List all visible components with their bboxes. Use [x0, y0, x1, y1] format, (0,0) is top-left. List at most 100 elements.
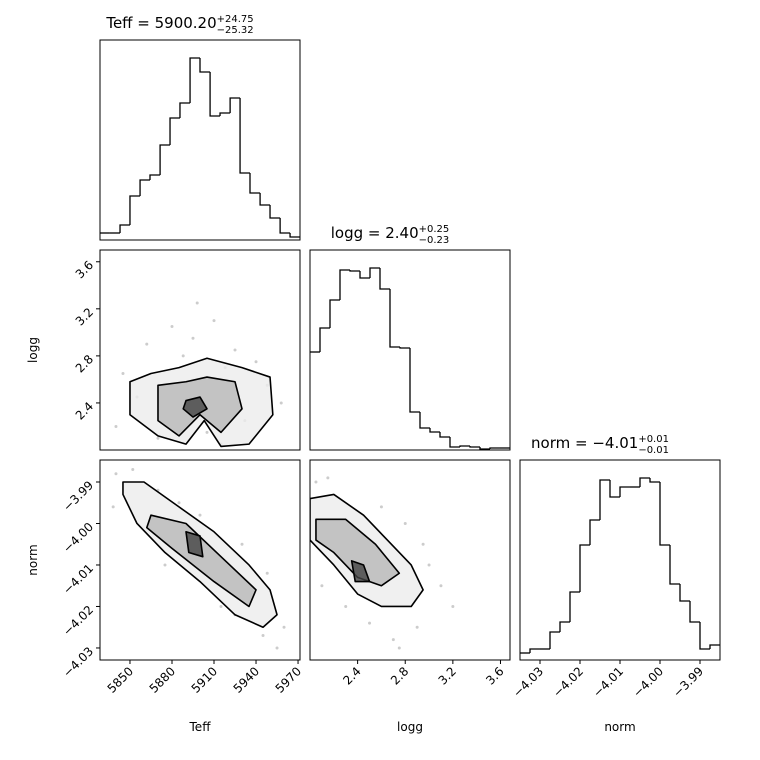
- hist-step: [659, 482, 670, 546]
- hist-step: [219, 112, 231, 116]
- sample-point: [391, 638, 395, 642]
- plot-area: [114, 301, 283, 448]
- sample-point: [111, 505, 115, 509]
- title-sub: −25.32: [217, 25, 254, 36]
- y-tick-label: −4.02: [60, 603, 96, 639]
- sample-point: [275, 646, 279, 650]
- plot-area: [310, 267, 510, 450]
- plot-area: [520, 477, 720, 654]
- sample-point: [403, 521, 407, 525]
- hist-step: [669, 545, 680, 585]
- y-axis-label: logg: [26, 337, 40, 363]
- hist-step: [139, 179, 150, 196]
- hist-step: [469, 446, 480, 448]
- hist-step: [439, 432, 450, 438]
- sample-point: [240, 542, 244, 546]
- hist-step: [449, 437, 460, 448]
- hist-step: [679, 584, 690, 602]
- hist-step: [269, 205, 281, 219]
- contour-line: [315, 518, 401, 587]
- hist-step: [399, 347, 410, 349]
- x-tick-label: −4.01: [590, 664, 626, 700]
- hist-step: [369, 267, 380, 278]
- x-tick-label: 5880: [147, 664, 178, 695]
- y-tick-label: −4.00: [60, 520, 96, 556]
- hist-step: [259, 193, 271, 206]
- sample-point: [145, 342, 149, 346]
- panel: 2.4 2.8 3.2 3.6 logg: [309, 459, 511, 734]
- y-tick-label: −3.99: [60, 478, 96, 514]
- contour-line: [182, 396, 208, 418]
- hist-step: [479, 447, 490, 450]
- panel-title: logg = 2.40+0.25 −0.23: [331, 224, 450, 246]
- x-axis-label: Teff: [189, 720, 212, 734]
- plot-area: [100, 57, 300, 238]
- panel: 5850 5880 5910 5940 5970 −3.99 −4.00 −4.01 −4.02…: [26, 459, 304, 734]
- x-tick-label: 5940: [231, 664, 262, 695]
- hist-step: [529, 648, 540, 653]
- hist-step: [689, 601, 700, 623]
- hist-step: [229, 97, 241, 113]
- sample-point: [415, 625, 419, 629]
- hist-step: [589, 519, 600, 545]
- contour-line: [185, 530, 204, 558]
- sample-point: [279, 401, 283, 405]
- sample-point: [314, 480, 318, 484]
- sample-point: [233, 348, 237, 352]
- hist-step: [199, 58, 211, 73]
- plot-area: [310, 476, 455, 650]
- sample-point: [163, 563, 167, 567]
- x-tick-label: −4.02: [550, 664, 586, 700]
- x-axis-label: logg: [397, 720, 423, 734]
- title-sub: −0.23: [419, 235, 450, 246]
- title-main: logg = 2.40: [331, 224, 419, 242]
- y-tick-label: 3.6: [73, 258, 96, 281]
- x-tick-label: 3.2: [436, 664, 459, 687]
- x-tick-label: 2.8: [388, 664, 411, 687]
- sample-point: [181, 354, 185, 358]
- x-tick-label: 3.6: [483, 664, 506, 687]
- sample-point: [198, 513, 202, 517]
- y-tick-label: −4.01: [60, 561, 96, 597]
- hist-step: [609, 480, 620, 498]
- sample-point: [451, 604, 455, 608]
- panel-frame: [99, 249, 301, 451]
- y-tick-label: 2.4: [73, 399, 96, 422]
- hist-step: [409, 348, 420, 413]
- hist-step: [389, 289, 400, 348]
- hist-step: [119, 224, 130, 233]
- hist-step: [209, 72, 221, 117]
- panel-frame: [309, 249, 511, 451]
- hist-step: [129, 195, 141, 225]
- hist-step: [429, 428, 440, 433]
- hist-step: [239, 98, 250, 174]
- hist-step: [189, 57, 200, 103]
- hist-step: [159, 144, 171, 175]
- sample-point: [368, 621, 372, 625]
- sample-point: [170, 324, 174, 328]
- title-sup: +0.25: [419, 224, 450, 235]
- sample-point: [261, 634, 265, 638]
- sample-point: [344, 604, 348, 608]
- hist-step: [359, 271, 370, 279]
- hist-step: [699, 622, 710, 650]
- panel-frame: [99, 459, 301, 661]
- hist-step: [569, 591, 580, 622]
- x-tick-label: −4.00: [630, 664, 666, 700]
- sample-point: [205, 430, 209, 434]
- x-tick-label: 5850: [105, 664, 136, 695]
- hist-step: [349, 270, 360, 272]
- hist-step: [489, 447, 500, 449]
- hist-step: [279, 218, 291, 234]
- panel: 2.4 2.8 3.2 3.6 logg: [26, 249, 301, 451]
- plot-area: [111, 468, 286, 650]
- sample-point: [156, 436, 160, 440]
- hist-step: [339, 269, 350, 300]
- panel: [99, 39, 301, 241]
- x-axis-label: norm: [604, 720, 635, 734]
- sample-point: [191, 336, 195, 340]
- hist-step: [599, 479, 610, 520]
- panel: −4.03 −4.02 −4.01 −4.00 −3.99 norm: [510, 459, 721, 734]
- sample-point: [397, 646, 401, 650]
